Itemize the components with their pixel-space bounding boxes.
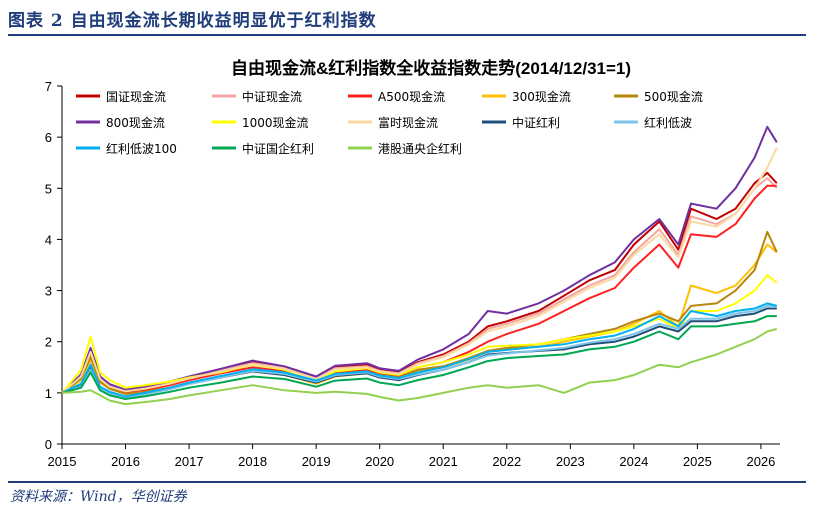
y-tick-label: 4 [45, 232, 52, 247]
x-tick-label: 2024 [619, 454, 648, 469]
legend-label: 港股通央企红利 [378, 141, 462, 156]
x-tick-label: 2017 [175, 454, 204, 469]
y-tick-label: 6 [45, 130, 52, 145]
series-line-6 [61, 274, 778, 394]
y-tick-label: 3 [45, 284, 52, 299]
x-tick-label: 2022 [492, 454, 521, 469]
y-tick-label: 0 [45, 437, 52, 452]
legend-label: 富时现金流 [378, 115, 438, 130]
figure-rule-bottom [8, 481, 806, 483]
legend-label: 800现金流 [106, 115, 165, 130]
legend-label: 1000现金流 [242, 115, 309, 130]
series-line-11 [61, 315, 777, 400]
x-tick-label: 2026 [746, 454, 775, 469]
chart-title: 自由现金流&红利指数全收益指数走势(2014/12/31=1) [231, 58, 631, 78]
series-line-9 [61, 304, 777, 399]
series-line-5 [61, 125, 778, 394]
legend-label: 红利低波100 [106, 141, 177, 156]
x-tick-label: 2021 [429, 454, 458, 469]
y-tick-label: 5 [45, 181, 52, 196]
legend-label: 中证国企红利 [242, 141, 314, 156]
x-tick-label: 2025 [683, 454, 712, 469]
y-tick-label: 7 [45, 79, 52, 94]
source-note: 资料来源：Wind，华创证券 [10, 489, 187, 505]
legend-label: A500现金流 [378, 89, 445, 104]
series-line-12 [61, 327, 778, 406]
x-tick-label: 2018 [238, 454, 267, 469]
x-tick-label: 2019 [302, 454, 331, 469]
series-line-7 [61, 146, 778, 394]
legend-label: 国证现金流 [106, 89, 166, 104]
legend-label: 红利低波 [644, 115, 692, 130]
legend-label: 500现金流 [644, 89, 703, 104]
series-line-10 [61, 302, 778, 398]
legend-label: 300现金流 [512, 89, 571, 104]
figure-label: 图表 2 自由现金流长期收益明显优于红利指数 [8, 11, 377, 31]
x-tick-label: 2023 [556, 454, 585, 469]
legend-label: 中证红利 [512, 115, 560, 130]
x-tick-label: 2016 [111, 454, 140, 469]
x-tick-label: 2015 [48, 454, 77, 469]
y-tick-label: 1 [45, 386, 52, 401]
x-tick-label: 2020 [365, 454, 394, 469]
figure-rule-top [8, 34, 806, 36]
series-line-4 [61, 230, 778, 395]
legend-label: 中证现金流 [242, 89, 302, 104]
y-tick-label: 2 [45, 335, 52, 350]
